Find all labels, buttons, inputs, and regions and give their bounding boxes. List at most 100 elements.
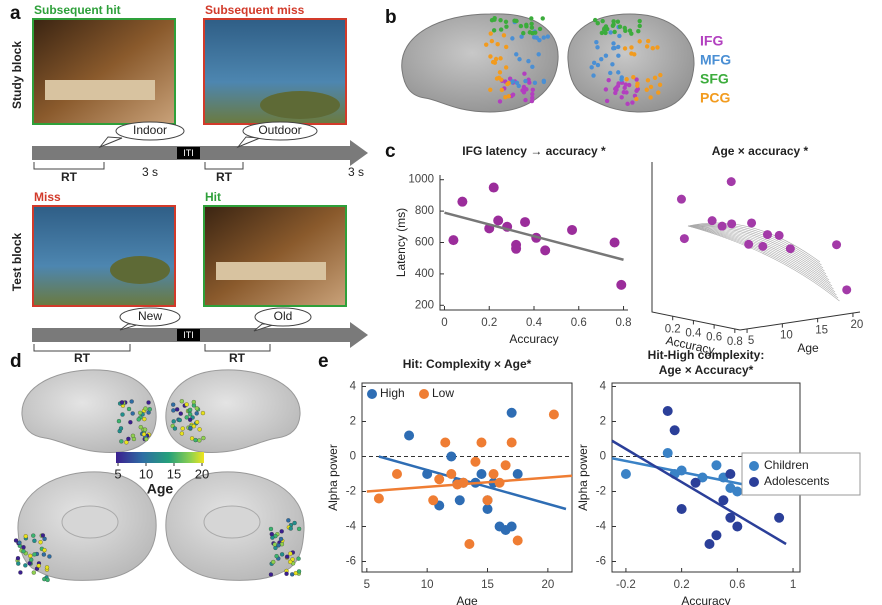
y-tick-label: 4 xyxy=(350,381,357,393)
x-axis-label: Age xyxy=(456,594,478,605)
y-axis-label: Latency (ms) xyxy=(394,208,408,277)
electrode xyxy=(542,80,546,84)
electrode xyxy=(611,19,615,23)
photo-detail xyxy=(45,80,155,100)
x-tick-label: 0.6 xyxy=(729,579,745,591)
site xyxy=(297,527,301,531)
electrode xyxy=(608,30,612,34)
point xyxy=(507,522,517,532)
electrode xyxy=(629,45,633,49)
electrode xyxy=(497,76,501,80)
panel-b: b xyxy=(385,7,694,112)
panel-a: a Subsequent hit Subsequent miss Study b… xyxy=(10,3,368,365)
electrode xyxy=(599,57,603,61)
panel-d: d xyxy=(10,351,304,580)
point xyxy=(727,219,736,228)
iti-label: ITI xyxy=(183,148,194,158)
rt-bracket xyxy=(34,162,243,169)
site xyxy=(121,413,125,417)
site xyxy=(148,407,152,411)
x-tick-label: 10 xyxy=(421,579,434,591)
site xyxy=(194,438,198,442)
point xyxy=(663,406,673,416)
electrode xyxy=(484,42,488,46)
panel-label: d xyxy=(10,351,22,372)
legend-marker xyxy=(367,389,377,399)
legend-label: IFG xyxy=(700,33,723,49)
x-tick-label: 0.4 xyxy=(526,317,543,329)
colorbar-tick-label: 10 xyxy=(139,466,153,481)
point xyxy=(520,217,530,227)
electrode xyxy=(651,46,655,50)
point xyxy=(744,240,753,249)
y-tick-label: -4 xyxy=(346,521,357,533)
electrode xyxy=(546,34,550,38)
point xyxy=(464,539,474,549)
electrode xyxy=(625,102,629,106)
electrode xyxy=(490,39,494,43)
point xyxy=(483,495,493,505)
point xyxy=(446,452,456,462)
site xyxy=(297,557,301,561)
point xyxy=(457,197,467,207)
response-label: Old xyxy=(274,309,293,323)
legend-marker xyxy=(749,461,759,471)
site xyxy=(17,541,21,545)
electrode xyxy=(610,62,614,66)
electrode xyxy=(658,83,662,87)
x-tick-label: 0 xyxy=(441,317,447,329)
y-axis-label: Alpha power xyxy=(576,444,590,511)
electrode xyxy=(536,52,540,56)
electrode xyxy=(517,57,521,61)
electrode xyxy=(488,88,492,92)
site xyxy=(175,407,179,411)
timeline-arrow xyxy=(350,322,368,348)
site xyxy=(269,527,273,531)
point xyxy=(493,216,503,226)
electrode xyxy=(628,28,632,32)
site xyxy=(297,569,301,573)
electrode xyxy=(656,90,660,94)
site xyxy=(142,417,146,421)
point xyxy=(446,469,456,479)
point xyxy=(513,536,523,546)
electrode xyxy=(533,30,537,34)
point xyxy=(621,469,631,479)
axes xyxy=(440,175,628,310)
point xyxy=(610,238,620,248)
electrode xyxy=(504,20,508,24)
site xyxy=(47,554,51,558)
electrode xyxy=(645,44,649,48)
electrode xyxy=(535,36,539,40)
rt-label: RT xyxy=(74,351,91,365)
point xyxy=(392,469,402,479)
site xyxy=(180,399,184,403)
electrode xyxy=(631,75,635,79)
site xyxy=(188,418,192,422)
electrode xyxy=(634,97,638,101)
site xyxy=(142,432,146,436)
panel-e: e xyxy=(318,351,329,372)
legend-label: PCG xyxy=(700,90,730,106)
point xyxy=(374,494,384,504)
site xyxy=(41,533,45,537)
point xyxy=(501,460,511,470)
site xyxy=(126,437,130,441)
colorbar-tick-label: 20 xyxy=(195,466,209,481)
site xyxy=(32,539,36,543)
site xyxy=(23,563,27,567)
electrode xyxy=(648,95,652,99)
brain-detail xyxy=(62,506,118,538)
point xyxy=(404,431,414,441)
electrode xyxy=(637,39,641,43)
electrode xyxy=(505,82,509,86)
point xyxy=(483,504,493,514)
site xyxy=(290,572,294,576)
site xyxy=(201,436,205,440)
site xyxy=(32,552,36,556)
colorbar-tick-label: 15 xyxy=(167,466,181,481)
point xyxy=(786,244,795,253)
point xyxy=(711,530,721,540)
electrode xyxy=(523,98,527,102)
point xyxy=(775,231,784,240)
